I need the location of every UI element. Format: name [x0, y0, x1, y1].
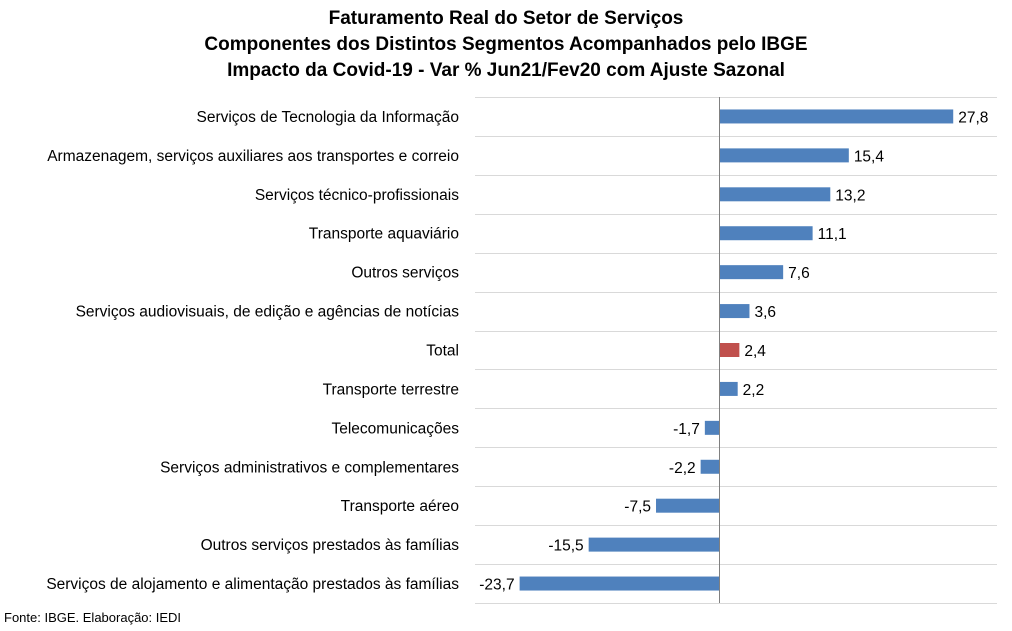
bar [719, 109, 954, 124]
data-label: 15,4 [854, 148, 885, 165]
data-label: 11,1 [818, 226, 847, 243]
bar [588, 537, 720, 552]
bar [719, 187, 831, 202]
gridlines [475, 97, 997, 604]
category-label: Outros serviços [351, 265, 459, 282]
bar [704, 420, 720, 435]
data-label: 2,2 [743, 382, 765, 399]
bar [719, 304, 750, 319]
bar [719, 148, 849, 163]
source-note: Fonte: IBGE. Elaboração: IEDI [4, 610, 182, 625]
bar [719, 343, 740, 357]
data-label: 27,8 [958, 109, 988, 126]
labels: Serviços de Tecnologia da Informação 27,8… [46, 109, 988, 594]
data-label: -23,7 [479, 577, 514, 594]
category-label: Total [426, 343, 459, 360]
category-label: Serviços de alojamento e alimentação pre… [46, 576, 459, 593]
bar [519, 576, 720, 591]
category-label: Serviços audiovisuais, de edição e agênc… [76, 304, 460, 321]
data-label: -7,5 [624, 499, 651, 516]
bar [656, 498, 720, 513]
data-label: -2,2 [669, 460, 696, 477]
category-label: Transporte terrestre [323, 381, 459, 398]
category-label: Transporte aquaviário [309, 226, 459, 243]
bar [719, 381, 738, 396]
data-label: 13,2 [835, 187, 865, 204]
category-label: Serviços técnico-profissionais [255, 187, 459, 204]
data-label: -1,7 [673, 421, 700, 438]
data-label: 3,6 [754, 304, 776, 321]
category-label: Telecomunicações [331, 420, 459, 437]
bar [700, 459, 720, 474]
bar [719, 226, 813, 241]
data-label: 7,6 [788, 265, 810, 282]
data-label: -15,5 [548, 538, 583, 555]
category-label: Serviços de Tecnologia da Informação [196, 109, 459, 126]
bar [719, 265, 784, 280]
bars [519, 109, 954, 591]
category-label: Transporte aéreo [341, 498, 459, 515]
chart-title-line-1: Faturamento Real do Setor de Serviços [328, 8, 684, 29]
chart-title-line-3: Impacto da Covid-19 - Var % Jun21/Fev20 … [227, 60, 785, 81]
data-label: 2,4 [744, 343, 766, 360]
category-label: Armazenagem, serviços auxiliares aos tra… [47, 148, 459, 165]
chart-title: Faturamento Real do Setor de Serviços Co… [0, 6, 1012, 84]
category-label: Serviços administrativos e complementare… [160, 459, 459, 476]
chart-title-line-2: Componentes dos Distintos Segmentos Acom… [204, 34, 808, 55]
category-label: Outros serviços prestados às famílias [201, 537, 460, 554]
